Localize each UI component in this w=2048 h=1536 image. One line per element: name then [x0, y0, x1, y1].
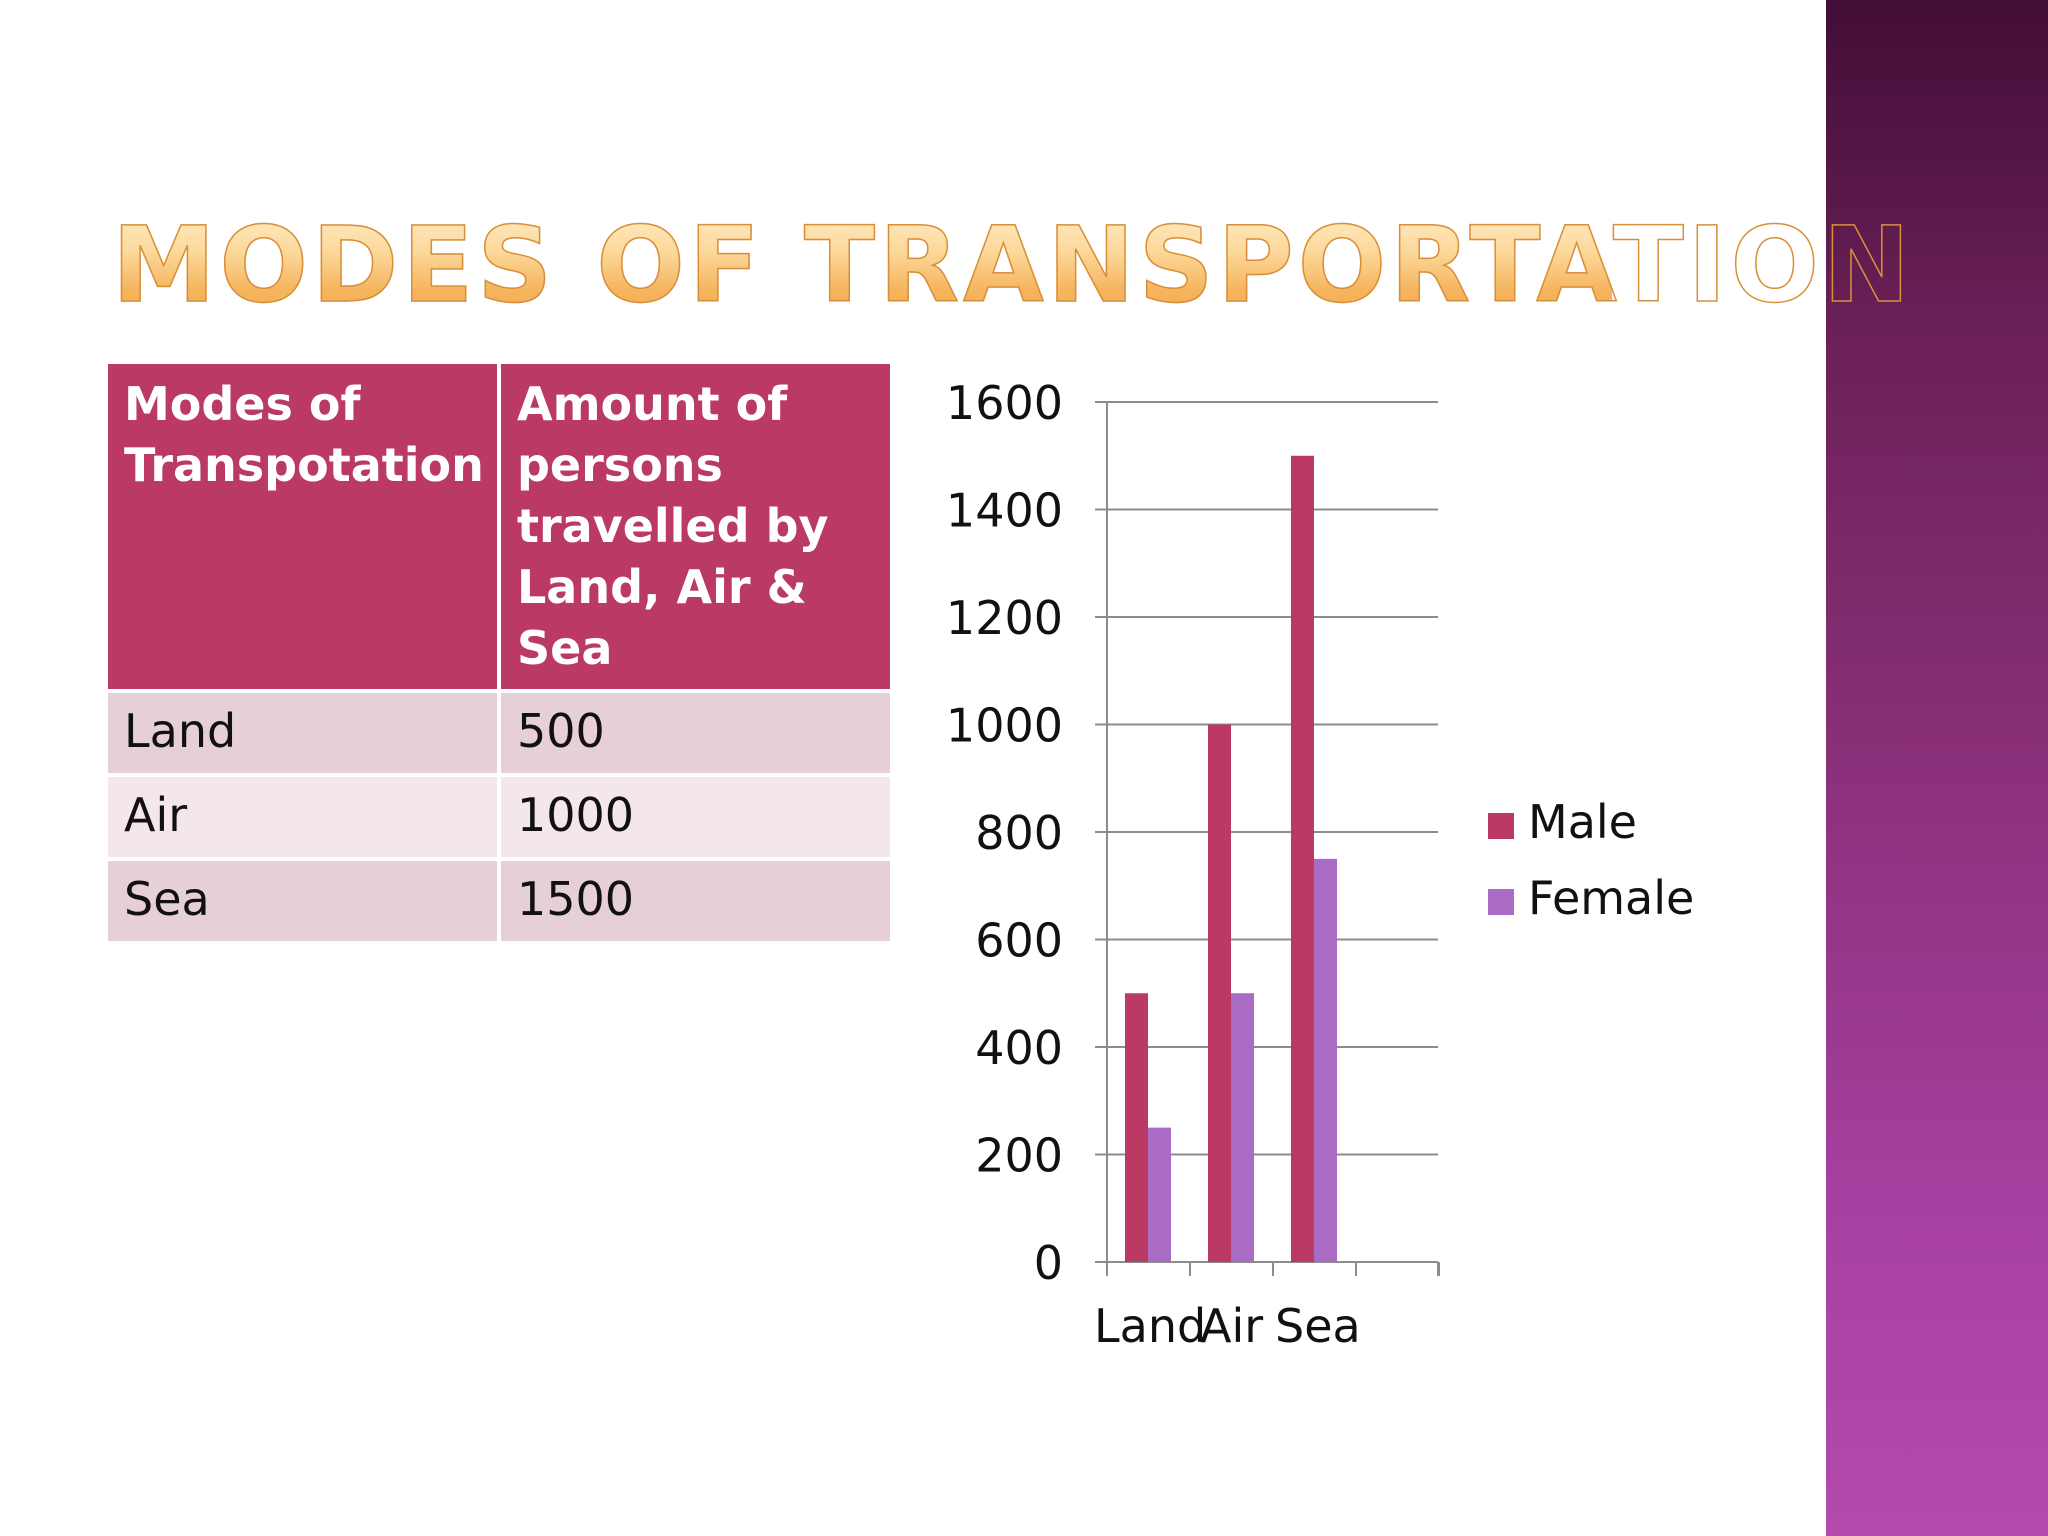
- cell-mode: Air: [104, 773, 501, 861]
- header-modes: Modes of Transpotation: [104, 360, 501, 693]
- table-row: Sea 1500: [104, 857, 894, 945]
- bar-female-sea: [1314, 858, 1337, 1262]
- bar-male-sea: [1291, 455, 1314, 1262]
- cell-mode: Land: [104, 689, 501, 777]
- legend-swatch-male: [1488, 813, 1514, 839]
- bar-female-air: [1231, 993, 1254, 1262]
- legend-label-male: Male: [1528, 795, 1637, 849]
- y-tick-label: 1400: [946, 484, 1063, 538]
- x-tick-label: Sea: [1275, 1299, 1361, 1353]
- bar-male-land: [1125, 993, 1148, 1262]
- legend-swatch-female: [1488, 889, 1514, 915]
- header-amount: Amount of persons travelled by Land, Air…: [497, 360, 894, 693]
- cell-amount: 500: [497, 689, 894, 777]
- decorative-side-band: [1826, 0, 2048, 1536]
- y-tick-label: 200: [975, 1129, 1063, 1183]
- y-tick-label: 400: [975, 1021, 1063, 1075]
- cell-amount: 1000: [497, 773, 894, 861]
- y-tick-label: 600: [975, 914, 1063, 968]
- bar-female-land: [1148, 1127, 1171, 1262]
- slide-title: Modes of Transportation: [111, 200, 1910, 330]
- transport-table: Modes of Transpotation Amount of persons…: [104, 360, 894, 945]
- y-tick-label: 800: [975, 806, 1063, 860]
- table-header-row: Modes of Transpotation Amount of persons…: [104, 360, 894, 693]
- cell-mode: Sea: [104, 857, 501, 945]
- bar-male-air: [1208, 724, 1231, 1262]
- cell-amount: 1500: [497, 857, 894, 945]
- table-row: Land 500: [104, 689, 894, 777]
- y-tick-label: 1200: [946, 591, 1063, 645]
- x-tick-label: Land: [1094, 1299, 1206, 1353]
- y-tick-label: 1600: [946, 376, 1063, 430]
- y-tick-label: 0: [1034, 1236, 1063, 1290]
- y-tick-label: 1000: [946, 699, 1063, 753]
- x-tick-label: Air: [1200, 1299, 1263, 1353]
- table-row: Air 1000: [104, 773, 894, 861]
- legend-label-female: Female: [1528, 871, 1695, 925]
